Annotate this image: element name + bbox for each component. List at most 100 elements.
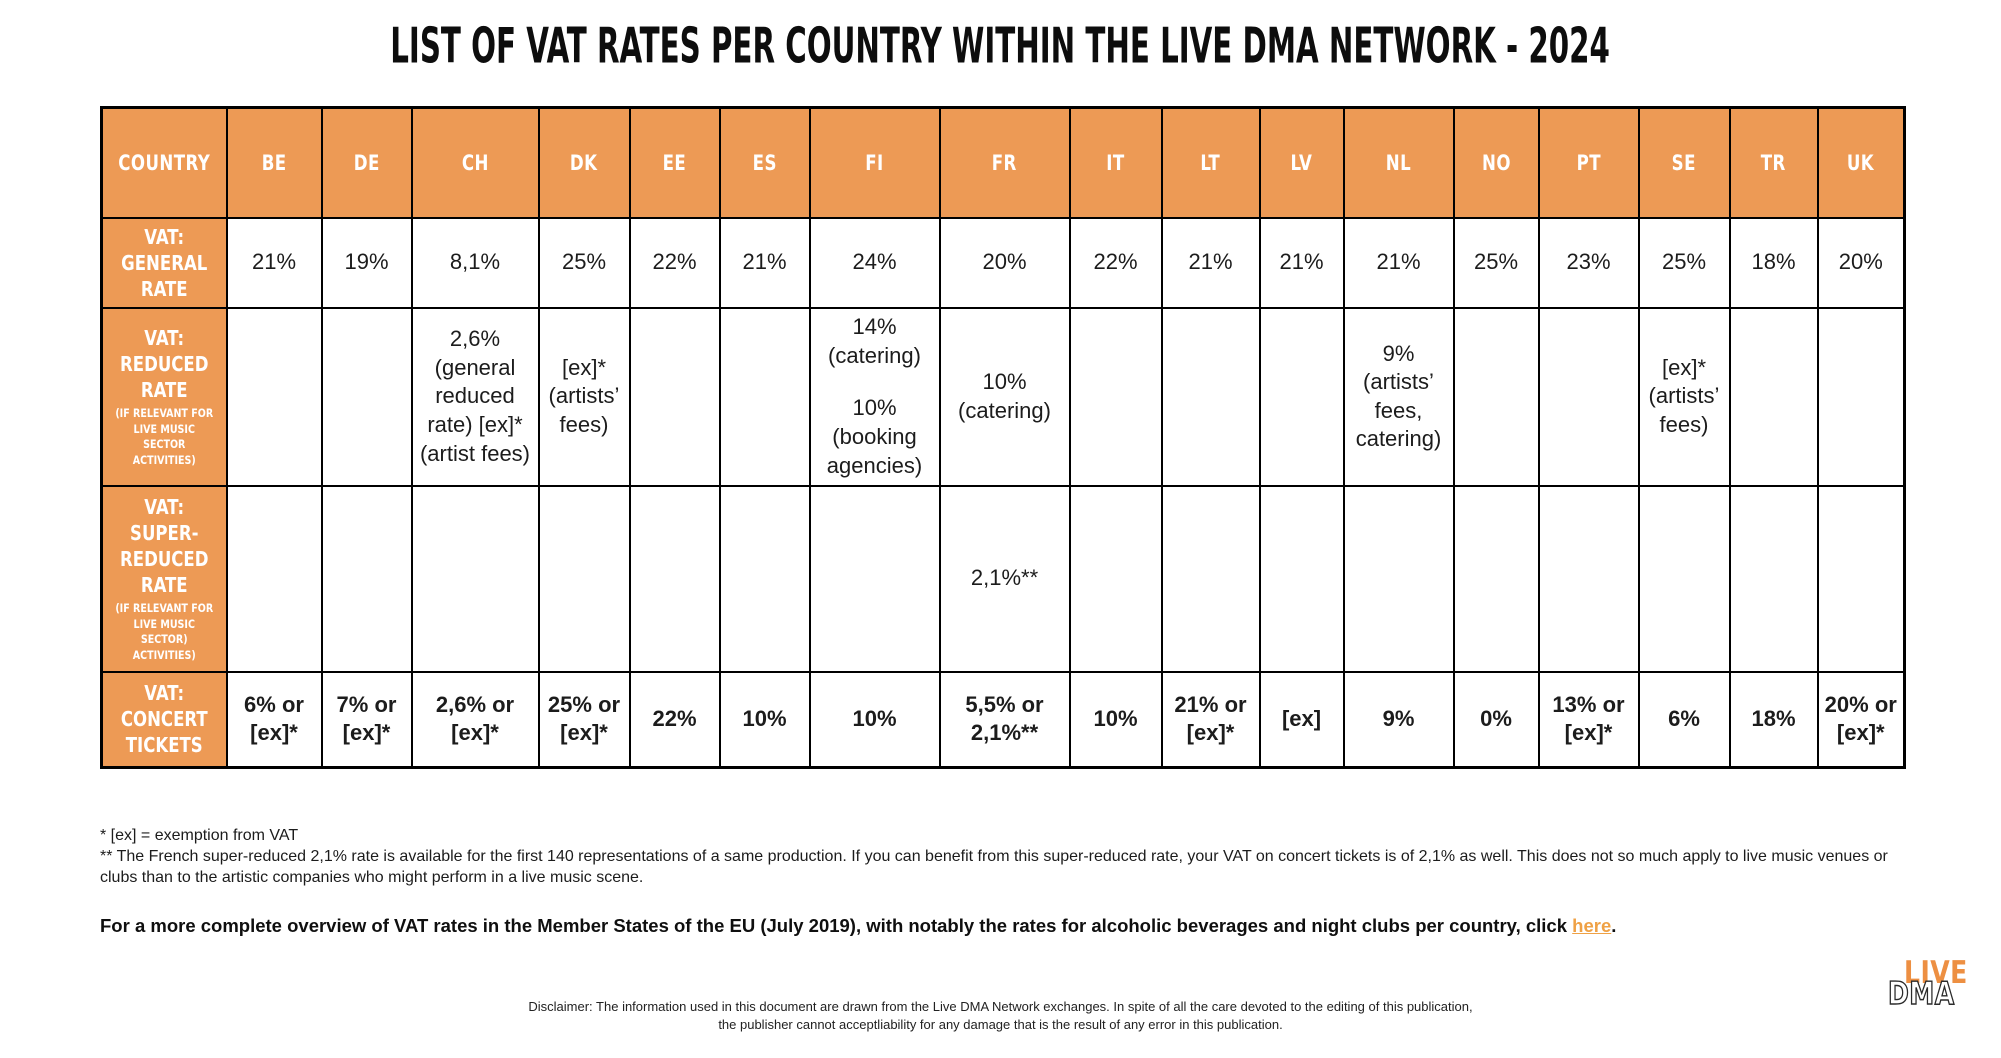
live-dma-logo: LIVE DMA [1887,955,1978,1038]
cell-super-reduced-rate-dk [537,484,631,673]
cell-value: 5,5% or 2,1%** [965,691,1044,746]
logo-live-text: LIVE [1904,955,1968,991]
column-header-lt: LT [1160,106,1261,219]
cell-reduced-rate-lt [1160,306,1261,487]
footnotes: * [ex] = exemption from VAT ** The Frenc… [100,825,1910,888]
column-header-label: NL [1385,150,1412,175]
cell-value: 21% [1376,249,1421,275]
cell-general-rate-fi: 24% [808,216,941,309]
cell-value: 25% or [ex]* [547,691,621,746]
cell-value: 8,1% [449,249,501,275]
cell-super-reduced-rate-lv [1258,484,1345,673]
column-header-se: SE [1637,106,1731,219]
cell-general-rate-se: 25% [1637,216,1731,309]
row-label-text: VAT: SUPER-REDUCED RATE [120,495,209,598]
cell-reduced-rate-uk [1816,306,1906,487]
cta-text-after: . [1611,914,1617,936]
cell-super-reduced-rate-de [320,484,413,673]
table-row-general-rate: VAT: GENERAL RATE 21% 19% 8,1% 25% 22% 21% 24% 2… [100,216,1906,309]
cell-value: 0% [1480,706,1512,732]
cell-reduced-rate-se: [ex]* (artists’ fees) [1637,306,1731,487]
cell-value: 10% [1093,706,1138,732]
column-header-label: IT [1106,150,1125,175]
cta-text-before: For a more complete overview of VAT rate… [100,914,1573,936]
cell-super-reduced-rate-no [1452,484,1540,673]
row-label-text: VAT: GENERAL RATE [121,224,208,301]
cell-super-reduced-rate-es [718,484,811,673]
column-header-dk: DK [537,106,631,219]
cell-reduced-rate-de [320,306,413,487]
cell-value: [ex]* (artists’ fees) [548,354,620,437]
row-label-text: VAT: CONCERT TICKETS [120,681,208,758]
cell-general-rate-be: 21% [225,216,323,309]
cell-concert-tickets-dk: 25% or [ex]* [537,670,631,769]
cell-value: 10% [742,706,787,732]
cell-general-rate-uk: 20% [1816,216,1906,309]
footnote-french-rate: ** The French super-reduced 2,1% rate is… [100,848,1888,887]
cell-value: 2,6% (general reduced rate) [ex]* (artis… [419,326,531,466]
cell-general-rate-ee: 22% [628,216,721,309]
cell-super-reduced-rate-uk [1816,484,1906,673]
cell-general-rate-de: 19% [320,216,413,309]
cell-value: 21% or [ex]* [1174,691,1247,746]
here-link[interactable]: here [1572,914,1612,936]
cell-general-rate-pt: 23% [1537,216,1640,309]
column-header-label: EE [662,150,687,175]
cell-reduced-rate-fr: 10% (catering) [938,306,1071,487]
column-header-pt: PT [1537,106,1640,219]
column-header-tr: TR [1728,106,1819,219]
row-sublabel-text: (IF RELEVANT FOR LIVE MUSIC SECTOR ACTIV… [115,406,214,467]
cell-value: 2,6% or [ex]* [435,691,515,746]
cell-value: 21% [251,249,297,275]
cell-concert-tickets-pt: 13% or [ex]* [1537,670,1640,769]
column-header-label: LV [1290,150,1313,175]
cell-value: 25% [1473,249,1519,275]
cell-reduced-rate-no [1452,306,1540,487]
row-label-reduced-rate: VAT: REDUCED RATE (IF RELEVANT FOR LIVE M… [100,306,228,487]
row-label-super-reduced-rate: VAT: SUPER-REDUCED RATE (IF RELEVANT FOR … [100,484,228,673]
table-header-row: COUNTRY BE DE CH DK EE ES FI FR IT LT LV NL NO PT SE TR U… [100,106,1906,219]
table-row-concert-tickets: VAT: CONCERT TICKETS 6% or [ex]* 7% or [ex… [100,670,1906,769]
cell-value: 22% [652,706,697,732]
cell-value: 22% [652,249,697,275]
cell-value: 20% [1838,249,1883,275]
cell-super-reduced-rate-ee [628,484,721,673]
cell-value: 22% [1093,249,1138,275]
column-header-ee: EE [628,106,721,219]
cell-reduced-rate-fi: 14% (catering) 10% (booking agencies) [808,306,941,487]
column-header-fi: FI [808,106,941,219]
row-label-general-rate: VAT: GENERAL RATE [100,216,228,309]
cell-value: 6% [1668,706,1700,732]
column-header-no: NO [1452,106,1540,219]
cell-reduced-rate-es [718,306,811,487]
cell-general-rate-lt: 21% [1160,216,1261,309]
column-header-es: ES [718,106,811,219]
cell-super-reduced-rate-fi [808,484,941,673]
column-header-de: DE [320,106,413,219]
cell-value: 6% or [ex]* [244,691,304,746]
cell-general-rate-dk: 25% [537,216,631,309]
cell-value: 21% [1188,249,1233,275]
column-header-label: TR [1760,150,1787,175]
cell-concert-tickets-fi: 10% [808,670,941,769]
cell-concert-tickets-lt: 21% or [ex]* [1160,670,1261,769]
cell-value: 25% [1661,249,1707,275]
cell-concert-tickets-nl: 9% [1342,670,1455,769]
column-header-label: FR [991,150,1018,175]
cell-value: 20% [982,249,1027,275]
cell-value: 18% [1751,706,1796,732]
cell-concert-tickets-tr: 18% [1728,670,1819,769]
cell-concert-tickets-lv: [ex] [1258,670,1345,769]
disclaimer-line-1: Disclaimer: The information used in this… [528,999,1473,1014]
cell-reduced-rate-ee [628,306,721,487]
cta-text: For a more complete overview of VAT rate… [100,915,1910,937]
cell-super-reduced-rate-it [1068,484,1163,673]
cell-value: 13% or [ex]* [1552,691,1625,746]
cell-reduced-rate-lv [1258,306,1345,487]
column-header-label: SE [1671,150,1697,175]
cell-super-reduced-rate-se [1637,484,1731,673]
column-header-label: LT [1200,150,1221,175]
cell-super-reduced-rate-tr [1728,484,1819,673]
column-header-label: NO [1481,150,1511,175]
cell-value: 18% [1751,249,1796,275]
